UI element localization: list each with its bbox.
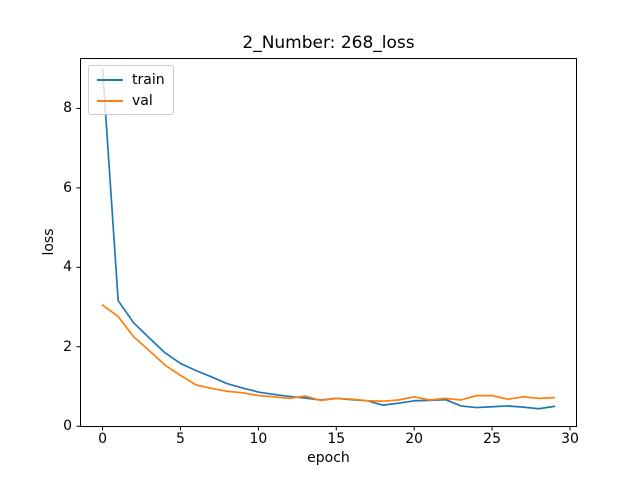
y-tick-label: 8 [63, 100, 72, 117]
y-tick-label: 2 [63, 338, 72, 355]
legend-line-icon [97, 99, 123, 102]
x-tick-label: 20 [405, 431, 424, 447]
x-tick-label: 30 [561, 431, 579, 447]
legend-entry-val: val [97, 92, 165, 109]
x-tick-label: 5 [176, 431, 185, 447]
legend-entry-train: train [97, 71, 165, 88]
x-axis-label: epoch [307, 450, 350, 466]
chart-title: 2_Number: 268_loss [242, 33, 415, 53]
x-tick-label: 15 [327, 431, 346, 447]
series-line-train [101, 67, 556, 410]
legend-label: train [132, 71, 165, 88]
axes-spines [80, 58, 577, 427]
y-axis-label: loss [41, 228, 57, 256]
x-tick-label: 25 [483, 431, 501, 447]
series-line-val [101, 304, 556, 403]
legend: train val [88, 65, 174, 115]
x-tick-label: 0 [98, 431, 108, 447]
plot-canvas [76, 58, 577, 431]
legend-label: val [132, 92, 153, 109]
x-tick-label: 10 [249, 431, 268, 447]
legend-line-icon [97, 78, 123, 81]
y-tick-label: 4 [63, 259, 72, 276]
y-tick-label: 6 [63, 179, 72, 196]
plot-area: 0 5 10 15 20 25 30 0 2 4 6 8 [63, 58, 579, 446]
y-tick-label: 0 [63, 418, 72, 435]
